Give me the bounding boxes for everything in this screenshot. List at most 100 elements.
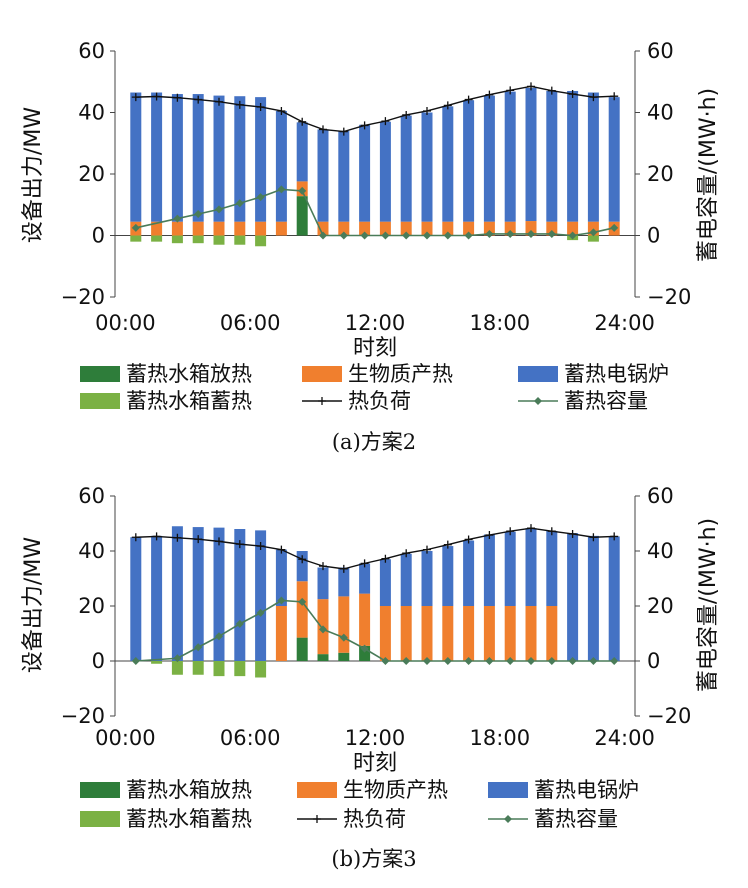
legend-label-discharge: 蓄热水箱放热 xyxy=(126,362,252,386)
bar-boiler xyxy=(587,535,599,661)
legend-swatch-boiler xyxy=(518,366,558,382)
bar-boiler xyxy=(317,129,329,222)
chart-caption: (b)方案3 xyxy=(331,847,416,871)
storage-point xyxy=(298,597,307,606)
bar-boiler xyxy=(296,122,308,182)
y2-tick-label: −20 xyxy=(647,704,691,728)
legend-swatch-storage-marker xyxy=(534,397,542,405)
bar-charge xyxy=(192,235,204,244)
bar-boiler xyxy=(400,115,412,222)
bar-discharge xyxy=(296,196,308,236)
bar-boiler xyxy=(504,91,516,222)
bar-biomass xyxy=(255,221,267,236)
load-point xyxy=(589,93,598,102)
storage-point xyxy=(381,657,390,665)
storage-point xyxy=(381,231,390,240)
x-tick-label: 24:00 xyxy=(594,311,655,335)
load-point xyxy=(360,559,369,568)
load-point xyxy=(277,106,286,115)
bar-boiler xyxy=(151,92,163,222)
legend-label-load: 热负荷 xyxy=(348,389,411,413)
load-point xyxy=(319,562,327,571)
bar-biomass xyxy=(317,221,329,236)
bar-boiler xyxy=(338,567,350,597)
legend-swatch-charge xyxy=(80,393,120,409)
bar-boiler xyxy=(275,549,287,606)
bar-biomass xyxy=(379,221,391,236)
bar-charge xyxy=(234,235,246,245)
bar-boiler xyxy=(151,535,163,661)
bar-discharge xyxy=(338,652,350,661)
bar-boiler xyxy=(546,530,558,606)
y2-tick-label: 20 xyxy=(647,162,674,186)
load-point xyxy=(381,554,390,563)
bar-biomass xyxy=(234,221,246,236)
bar-boiler xyxy=(608,536,620,661)
bar-charge xyxy=(151,235,163,242)
bar-boiler xyxy=(463,540,475,606)
load-point xyxy=(443,101,452,110)
load-point xyxy=(485,531,494,540)
bar-charge xyxy=(213,235,225,245)
bar-biomass xyxy=(192,221,204,236)
storage-point xyxy=(173,214,182,223)
load-point xyxy=(589,533,598,542)
storage-point xyxy=(215,632,223,641)
storage-point xyxy=(506,229,515,238)
bar-charge xyxy=(587,235,599,242)
storage-point xyxy=(194,643,203,652)
storage-point xyxy=(215,205,223,214)
bar-biomass xyxy=(400,606,412,661)
y2-tick-label: 0 xyxy=(647,224,660,248)
load-point xyxy=(173,533,182,542)
load-point xyxy=(527,82,535,91)
legend-label-boiler: 蓄热电锅炉 xyxy=(564,362,669,386)
load-point xyxy=(547,527,556,536)
bar-boiler xyxy=(192,94,204,222)
y-axis-label: 设备出力/MW xyxy=(21,537,46,673)
storage-point xyxy=(610,657,619,665)
storage-point xyxy=(589,657,598,665)
storage-point xyxy=(547,229,556,238)
bar-biomass xyxy=(525,606,537,661)
load-point xyxy=(464,535,473,544)
legend-label-load: 热负荷 xyxy=(343,807,406,831)
storage-point xyxy=(131,657,140,665)
load-point xyxy=(568,529,577,538)
x-tick-label: 06:00 xyxy=(220,726,281,750)
bar-boiler xyxy=(421,551,433,606)
bar-charge xyxy=(171,661,183,675)
bar-boiler xyxy=(546,90,558,222)
x-tick-label: 12:00 xyxy=(345,311,406,335)
legend-swatch-load-marker xyxy=(318,397,326,405)
bar-boiler xyxy=(171,526,183,661)
load-line xyxy=(135,85,615,133)
storage-point xyxy=(568,657,577,665)
bar-boiler xyxy=(255,97,267,222)
load-point xyxy=(464,95,473,104)
bar-charge xyxy=(255,661,267,678)
y2-tick-label: 20 xyxy=(647,594,674,618)
bar-boiler xyxy=(567,90,579,222)
storage-point xyxy=(485,657,494,665)
storage-point xyxy=(464,657,473,665)
y-axis-label: 设备出力/MW xyxy=(21,107,46,243)
bar-biomass xyxy=(567,221,579,236)
bar-boiler xyxy=(296,551,308,582)
load-point xyxy=(506,527,515,536)
bar-boiler xyxy=(171,94,183,222)
bar-boiler xyxy=(421,112,433,222)
storage-point xyxy=(277,185,286,194)
x-tick-label: 12:00 xyxy=(345,726,406,750)
y-tick-label: 20 xyxy=(78,594,105,618)
load-point xyxy=(485,90,494,99)
bar-biomass xyxy=(275,606,287,661)
bar-biomass xyxy=(442,221,454,236)
load-point xyxy=(256,542,265,551)
y2-axis-label: 蓄电容量/(MW·h) xyxy=(696,518,721,692)
load-point xyxy=(568,90,577,99)
bar-boiler xyxy=(483,95,495,222)
